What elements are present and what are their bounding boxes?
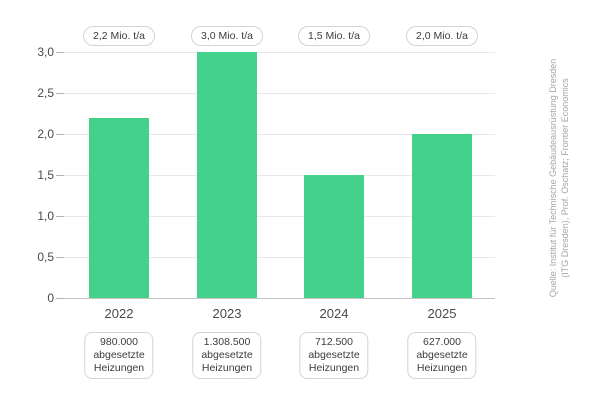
source-line-1: Quelle: Institut für Technische Gebäudea… [548,58,558,298]
units-box-line: Heizungen [308,362,360,374]
y-axis-label: 2,0 [37,127,54,141]
grid-line [64,216,495,217]
x-axis-label: 2023 [212,306,242,321]
axis-tick [56,134,64,135]
bar [197,52,257,298]
x-axis-label: 2022 [104,306,134,321]
value-pill: 3,0 Mio. t/a [191,26,263,46]
axis-tick [56,257,64,258]
axis-tick [56,52,64,53]
grid-line [64,257,495,258]
value-pill: 2,0 Mio. t/a [406,26,478,46]
grid-line [64,93,495,94]
units-box-line: Heizungen [201,362,253,374]
units-box: 1.308.500 abgesetzte Heizungen [192,332,262,379]
bar [89,118,149,298]
units-box-line: 627.000 [423,336,461,348]
grid-line [64,298,495,299]
bar [304,175,364,298]
units-box-line: abgesetzte [201,349,253,361]
bar [412,134,472,298]
grid-line [64,52,495,53]
units-box: 627.000 abgesetzte Heizungen [407,332,477,379]
units-box-line: abgesetzte [308,349,360,361]
units-box: 712.500 abgesetzte Heizungen [299,332,369,379]
source-citation: Quelle: Institut für Technische Gebäudea… [547,48,573,308]
y-axis-label: 1,5 [37,168,54,182]
x-axis-label: 2025 [427,306,457,321]
x-axis-label: 2024 [319,306,349,321]
units-box-line: Heizungen [416,362,468,374]
units-box-line: 1.308.500 [203,336,251,348]
axis-tick [56,175,64,176]
units-box-line: abgesetzte [93,349,145,361]
grid-line [64,175,495,176]
axis-tick [56,93,64,94]
units-box-line: 980.000 [100,336,138,348]
y-axis-label: 2,5 [37,86,54,100]
units-box-line: 712.500 [315,336,353,348]
units-box-line: Heizungen [93,362,145,374]
value-pill: 1,5 Mio. t/a [298,26,370,46]
y-axis-label: 0,5 [37,250,54,264]
y-axis-label: 3,0 [37,45,54,59]
units-box: 980.000 abgesetzte Heizungen [84,332,154,379]
y-axis-label: 1,0 [37,209,54,223]
source-line-2: (ITG Dresden), Prof. Oschatz; Frontier E… [560,78,570,278]
units-box-line: abgesetzte [416,349,468,361]
value-pill: 2,2 Mio. t/a [83,26,155,46]
axis-tick [56,298,64,299]
grid-line [64,134,495,135]
axis-tick [56,216,64,217]
y-axis-label: 0 [47,291,54,305]
